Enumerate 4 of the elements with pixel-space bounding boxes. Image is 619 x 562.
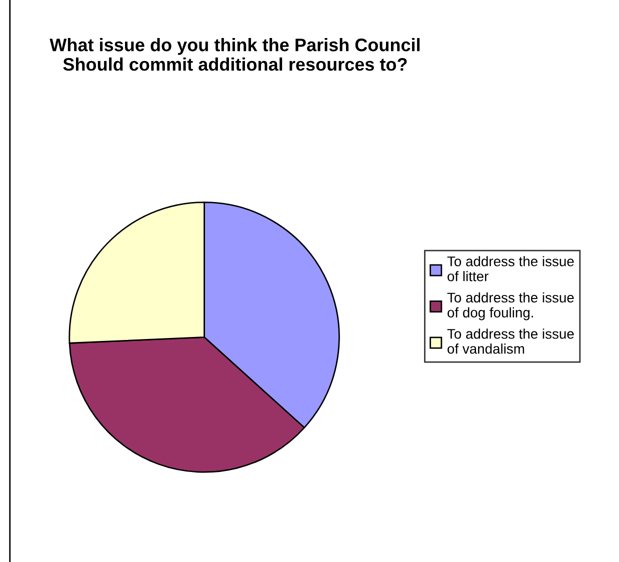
- legend-label: To address the issue of dog fouling.: [447, 292, 574, 320]
- legend-label: To address the issue of litter: [447, 256, 574, 282]
- chart-title: What issue do you think the Parish Council Should commit additional resources to?: [50, 38, 420, 71]
- legend-label: To address the issue of vandalism: [447, 328, 574, 354]
